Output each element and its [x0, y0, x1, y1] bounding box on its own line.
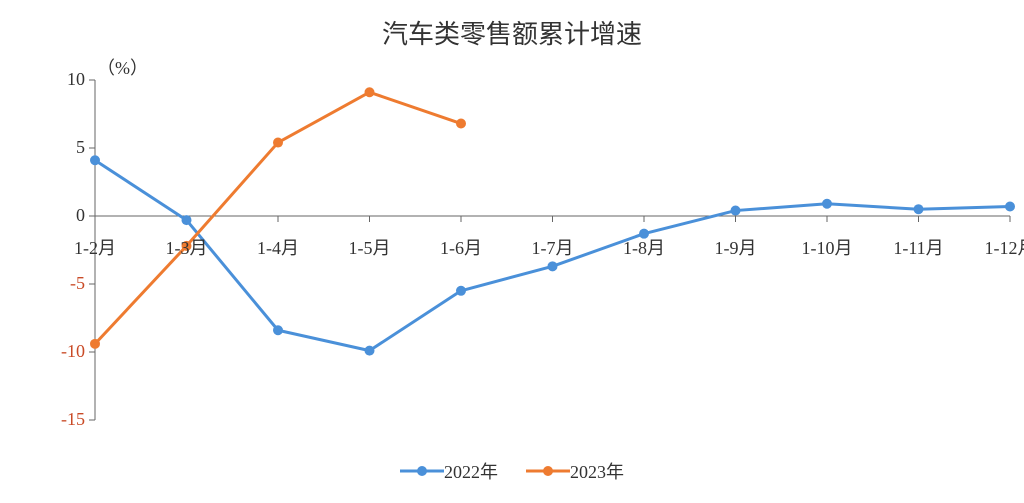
series-marker-0 — [365, 346, 375, 356]
legend-item: 2023年 — [526, 458, 624, 484]
series-marker-1 — [90, 339, 100, 349]
legend-label: 2022年 — [444, 458, 498, 484]
series-marker-1 — [456, 119, 466, 129]
legend-label: 2023年 — [570, 458, 624, 484]
x-tick-label: 1-4月 — [257, 234, 299, 260]
x-tick-label: 1-2月 — [74, 234, 116, 260]
legend-item: 2022年 — [400, 458, 498, 484]
series-marker-0 — [822, 199, 832, 209]
x-tick-label: 1-6月 — [440, 234, 482, 260]
series-marker-0 — [1005, 201, 1015, 211]
series-marker-1 — [365, 87, 375, 97]
y-tick-label: -15 — [35, 409, 85, 430]
legend-swatch — [526, 465, 570, 477]
y-axis-unit: （%） — [97, 54, 148, 80]
x-tick-label: 1-5月 — [349, 234, 391, 260]
x-tick-label: 1-8月 — [623, 234, 665, 260]
x-tick-label: 1-7月 — [532, 234, 574, 260]
legend-swatch — [400, 465, 444, 477]
legend: 2022年 2023年 — [0, 458, 1024, 484]
x-tick-label: 1-3月 — [166, 234, 208, 260]
series-marker-0 — [914, 204, 924, 214]
series-marker-1 — [273, 138, 283, 148]
chart-svg — [0, 0, 1024, 503]
y-tick-label: 0 — [35, 205, 85, 226]
y-tick-label: 5 — [35, 137, 85, 158]
y-tick-label: -10 — [35, 341, 85, 362]
series-marker-0 — [548, 261, 558, 271]
series-marker-0 — [182, 215, 192, 225]
x-tick-label: 1-11月 — [893, 234, 943, 260]
series-marker-0 — [273, 325, 283, 335]
x-tick-label: 1-10月 — [802, 234, 853, 260]
y-tick-label: 10 — [35, 69, 85, 90]
x-tick-label: 1-12月 — [985, 234, 1024, 260]
chart-container: 汽车类零售额累计增速 1050-5-10-15（%）1-2月1-3月1-4月1-… — [0, 0, 1024, 503]
y-tick-label: -5 — [35, 273, 85, 294]
series-marker-0 — [731, 206, 741, 216]
x-tick-label: 1-9月 — [715, 234, 757, 260]
series-marker-0 — [90, 155, 100, 165]
series-marker-0 — [456, 286, 466, 296]
